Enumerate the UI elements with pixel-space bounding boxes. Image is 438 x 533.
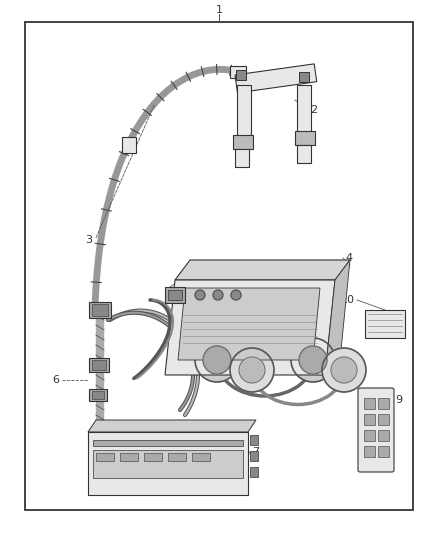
- Circle shape: [331, 357, 357, 383]
- Bar: [89, 358, 109, 372]
- Polygon shape: [325, 260, 350, 375]
- Bar: [92, 360, 106, 370]
- Circle shape: [322, 348, 366, 392]
- Text: 10: 10: [341, 295, 355, 305]
- Bar: [297, 145, 311, 163]
- Bar: [364, 414, 375, 425]
- Circle shape: [239, 357, 265, 383]
- Circle shape: [231, 290, 241, 300]
- Text: 4: 4: [345, 253, 352, 263]
- Bar: [236, 70, 246, 80]
- Bar: [92, 391, 104, 399]
- Bar: [168, 453, 186, 461]
- Bar: [365, 310, 405, 338]
- Text: 2: 2: [310, 105, 317, 115]
- Bar: [89, 302, 111, 318]
- Text: 7: 7: [252, 447, 259, 457]
- Bar: [144, 453, 162, 461]
- Bar: [297, 85, 311, 135]
- Bar: [299, 72, 309, 82]
- Text: 6: 6: [52, 375, 59, 385]
- Bar: [250, 467, 258, 477]
- Polygon shape: [165, 280, 335, 375]
- Circle shape: [195, 290, 205, 300]
- Bar: [237, 85, 251, 140]
- Bar: [364, 398, 375, 409]
- Bar: [378, 414, 389, 425]
- Bar: [96, 453, 114, 461]
- Bar: [25, 22, 413, 510]
- Circle shape: [213, 290, 223, 300]
- Circle shape: [203, 346, 231, 374]
- Bar: [93, 440, 243, 446]
- Circle shape: [299, 346, 327, 374]
- Bar: [378, 430, 389, 441]
- Bar: [168, 290, 182, 300]
- Circle shape: [230, 348, 274, 392]
- Bar: [233, 135, 253, 149]
- Bar: [364, 430, 375, 441]
- Text: 1: 1: [215, 5, 223, 15]
- Polygon shape: [88, 420, 256, 432]
- Polygon shape: [175, 260, 350, 280]
- FancyBboxPatch shape: [358, 388, 394, 472]
- Circle shape: [291, 338, 335, 382]
- Text: 5: 5: [200, 263, 207, 273]
- Bar: [89, 389, 107, 401]
- Bar: [378, 398, 389, 409]
- Bar: [92, 304, 108, 316]
- Bar: [88, 432, 248, 495]
- Bar: [192, 453, 210, 461]
- Bar: [250, 451, 258, 461]
- Bar: [93, 450, 243, 478]
- Bar: [235, 64, 317, 93]
- Bar: [378, 446, 389, 457]
- Bar: [230, 66, 246, 78]
- Bar: [165, 287, 185, 303]
- Bar: [364, 446, 375, 457]
- Text: 3: 3: [85, 235, 92, 245]
- Circle shape: [195, 338, 239, 382]
- Bar: [250, 435, 258, 445]
- Bar: [235, 149, 249, 167]
- Polygon shape: [178, 288, 320, 360]
- Bar: [120, 453, 138, 461]
- Bar: [122, 137, 136, 153]
- Text: 9: 9: [395, 395, 402, 405]
- Bar: [295, 131, 315, 145]
- Text: 8: 8: [302, 307, 309, 317]
